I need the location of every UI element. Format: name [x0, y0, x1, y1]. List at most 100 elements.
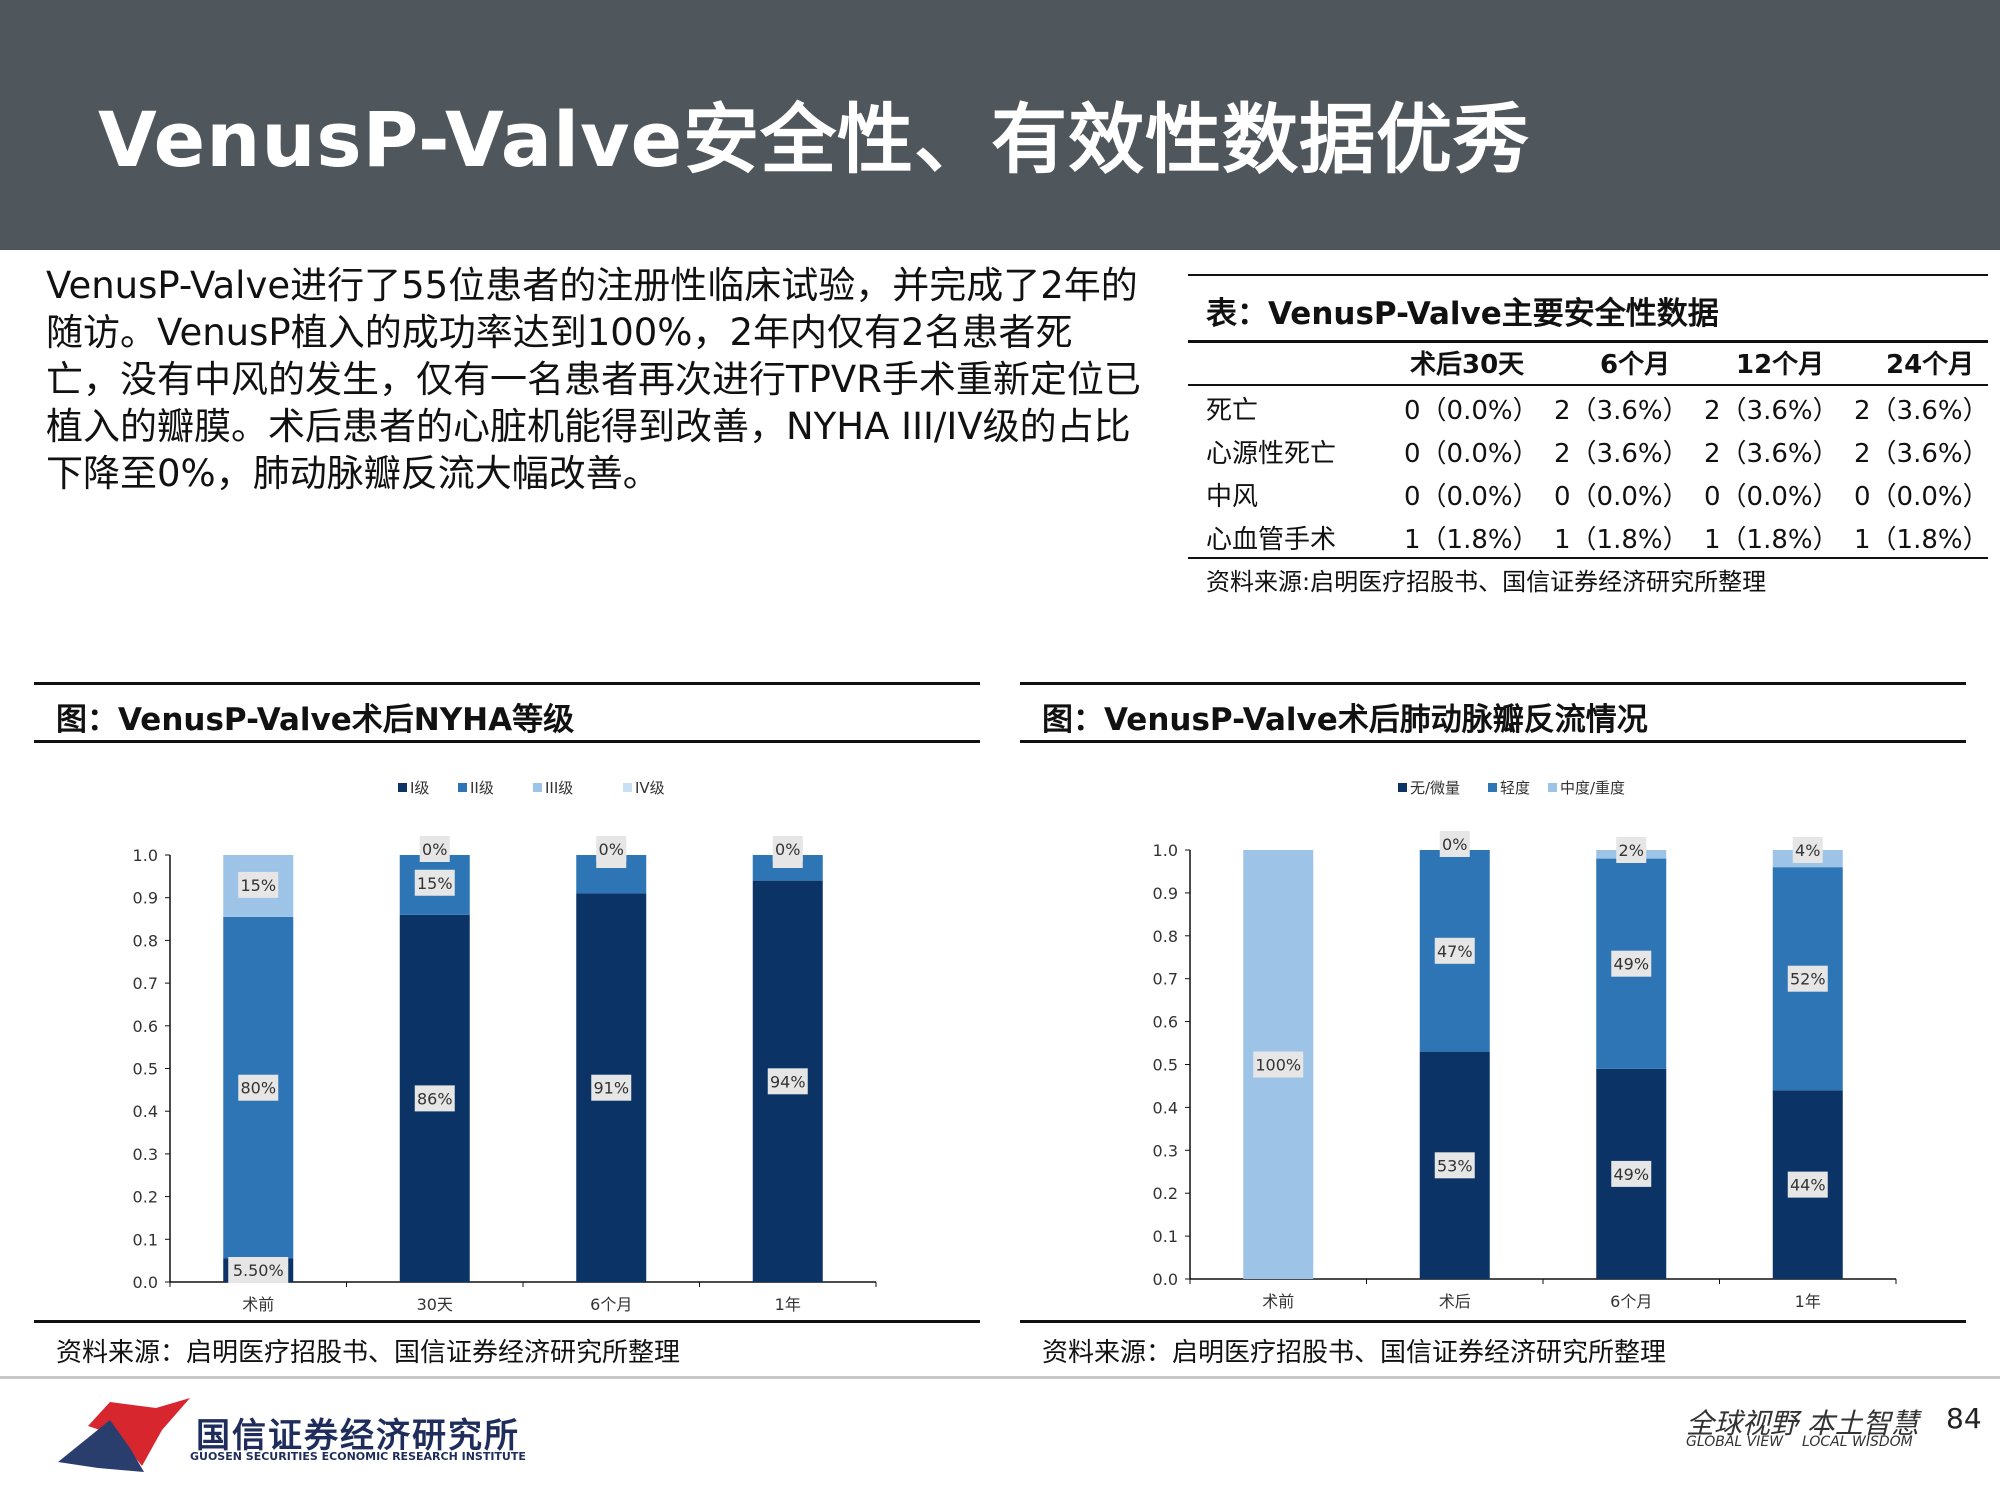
- y-tick-label: 1.0: [133, 846, 158, 865]
- data-label: 0%: [599, 840, 624, 859]
- data-label: 5.50%: [233, 1261, 284, 1280]
- y-tick-label: 0.7: [1153, 970, 1178, 989]
- panel-top-rule: [1020, 682, 1966, 685]
- data-label: 0%: [775, 840, 800, 859]
- table-row-label: 心血管手术: [1206, 525, 1337, 555]
- data-label: 2%: [1619, 841, 1644, 860]
- legend-swatch: [458, 783, 467, 792]
- y-tick-label: 0.4: [1153, 1098, 1178, 1117]
- data-label-bg: [1434, 1152, 1475, 1179]
- chart-title: 图：VenusP-Valve术后NYHA等级: [56, 702, 575, 738]
- y-tick-label: 0.0: [1153, 1270, 1178, 1289]
- data-label-bg: [1611, 950, 1652, 977]
- y-tick-label: 0.2: [133, 1188, 158, 1207]
- legend-swatch: [623, 783, 632, 792]
- data-label: 15%: [240, 876, 276, 895]
- table-header-cell: 12个月: [1736, 350, 1825, 380]
- table-cell: 2（3.6%）: [1554, 439, 1689, 469]
- page-title: VenusP-Valve安全性、有效性数据优秀: [98, 95, 1531, 184]
- table-cell: 1（1.8%）: [1704, 525, 1839, 555]
- guosen-logo-icon: [58, 1398, 190, 1472]
- data-label: 0%: [1442, 835, 1467, 854]
- y-tick-label: 0.8: [1153, 927, 1178, 946]
- chart-title: 图：VenusP-Valve术后肺动脉瓣反流情况: [1042, 702, 1648, 738]
- logo-name-en: GUOSEN SECURITIES ECONOMIC RESEARCH INST…: [190, 1450, 526, 1463]
- legend-label: 轻度: [1500, 779, 1530, 797]
- data-label-bg: [238, 871, 279, 898]
- data-label-bg: [1792, 837, 1823, 863]
- data-label-bg: [1253, 1051, 1304, 1078]
- x-tick-label: 6个月: [1610, 1292, 1652, 1311]
- panel-top-rule: [34, 682, 980, 685]
- table-cell: 2（3.6%）: [1704, 396, 1839, 426]
- table-bottom-rule: [1188, 557, 1988, 559]
- data-label-bg: [591, 1074, 632, 1101]
- y-tick-label: 0.4: [133, 1102, 158, 1121]
- data-label-bg: [772, 836, 803, 862]
- x-tick-label: 术前: [1262, 1292, 1294, 1311]
- data-label: 15%: [417, 874, 453, 893]
- table-title: 表：VenusP-Valve主要安全性数据: [1206, 296, 1719, 332]
- title-banner: VenusP-Valve安全性、有效性数据优秀: [0, 0, 2000, 250]
- x-tick-label: 术前: [242, 1295, 274, 1314]
- slogan-en-local: LOCAL WISDOM: [1802, 1434, 1913, 1450]
- slogan-en-global: GLOBAL VIEW: [1686, 1434, 1784, 1450]
- legend-swatch: [398, 783, 407, 792]
- table-source: 资料来源:启明医疗招股书、国信证券经济研究所整理: [1206, 568, 1767, 596]
- table-header-cell: 24个月: [1886, 350, 1975, 380]
- table-cell: 2（3.6%）: [1554, 396, 1689, 426]
- legend-label: I级: [410, 779, 429, 797]
- data-label: 0%: [422, 840, 447, 859]
- data-label-bg: [228, 1257, 289, 1283]
- table-cell: 1（1.8%）: [1854, 525, 1989, 555]
- table-cell: 0（0.0%）: [1404, 396, 1539, 426]
- legend-swatch: [1398, 783, 1407, 792]
- table-row-label: 中风: [1206, 482, 1259, 512]
- y-tick-label: 0.5: [1153, 1056, 1178, 1075]
- y-tick-label: 0.8: [133, 931, 158, 950]
- x-tick-label: 术后: [1439, 1292, 1471, 1311]
- y-tick-label: 0.3: [1153, 1141, 1178, 1160]
- legend-label: IV级: [635, 779, 665, 797]
- y-tick-label: 0.6: [1153, 1013, 1178, 1032]
- data-label: 100%: [1255, 1056, 1301, 1075]
- y-tick-label: 0.9: [133, 889, 158, 908]
- y-tick-label: 0.1: [1153, 1227, 1178, 1246]
- chart-source: 资料来源：启明医疗招股书、国信证券经济研究所整理: [56, 1338, 681, 1368]
- table-cell: 0（0.0%）: [1554, 482, 1689, 512]
- legend-swatch: [533, 783, 542, 792]
- table-header-cell: 术后30天: [1410, 350, 1525, 380]
- data-label-bg: [767, 1068, 808, 1095]
- data-label-bg: [1439, 831, 1470, 857]
- y-tick-label: 0.1: [133, 1230, 158, 1249]
- data-label: 80%: [240, 1079, 276, 1098]
- data-label-bg: [414, 869, 455, 896]
- data-label-bg: [1787, 965, 1828, 992]
- legend-swatch: [1548, 783, 1557, 792]
- data-label-bg: [1616, 837, 1647, 863]
- data-label: 49%: [1613, 1165, 1649, 1184]
- data-label-bg: [238, 1074, 279, 1101]
- y-tick-label: 0.5: [133, 1060, 158, 1079]
- data-label: 49%: [1613, 955, 1649, 974]
- data-label: 47%: [1437, 942, 1473, 961]
- table-title-rule: [1188, 340, 1988, 343]
- table-row-label: 死亡: [1206, 396, 1259, 426]
- x-tick-label: 1年: [1795, 1292, 1821, 1311]
- data-label: 53%: [1437, 1156, 1473, 1175]
- y-tick-label: 0.2: [1153, 1184, 1178, 1203]
- data-label: 86%: [417, 1089, 453, 1108]
- data-label: 52%: [1790, 970, 1826, 989]
- table-cell: 0（0.0%）: [1704, 482, 1839, 512]
- table-cell: 0（0.0%）: [1854, 482, 1989, 512]
- panel-bottom-rule: [34, 1320, 980, 1323]
- table-top-rule: [1188, 274, 1988, 276]
- legend-label: 无/微量: [1410, 779, 1460, 797]
- chart-source: 资料来源：启明医疗招股书、国信证券经济研究所整理: [1042, 1338, 1667, 1368]
- table-cell: 2（3.6%）: [1704, 439, 1839, 469]
- y-tick-label: 0.6: [133, 1017, 158, 1036]
- y-tick-label: 0.3: [133, 1145, 158, 1164]
- page-number: 84: [1946, 1402, 1982, 1435]
- table-cell: 1（1.8%）: [1404, 525, 1539, 555]
- y-tick-label: 0.7: [133, 974, 158, 993]
